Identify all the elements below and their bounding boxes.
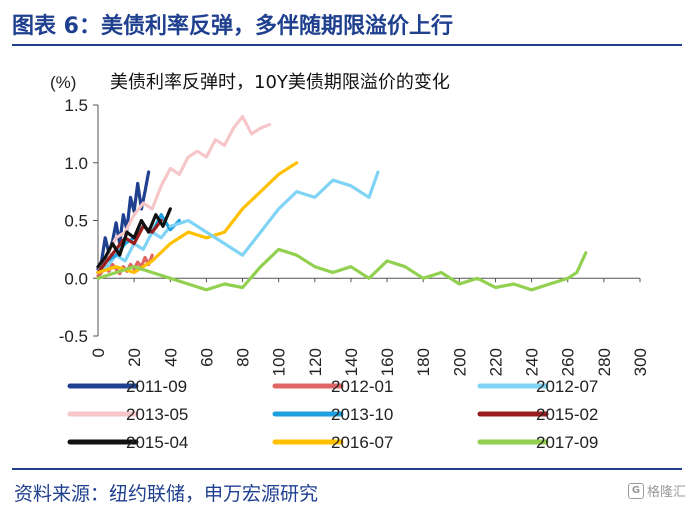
legend-label: 2017-09	[536, 433, 598, 452]
x-tick-label: 40	[161, 348, 180, 367]
legend-label: 2012-07	[536, 377, 598, 396]
x-tick-label: 160	[378, 348, 397, 376]
x-tick-label: 0	[89, 348, 108, 357]
source-note: 资料来源：纽约联储，申万宏源研究	[14, 483, 319, 505]
x-tick-label: 220	[486, 348, 505, 376]
watermark-text: 格隆汇	[646, 485, 686, 500]
y-tick-label: 0.5	[64, 212, 88, 231]
x-tick-label: 120	[306, 348, 325, 376]
series-line-2012-07-long	[168, 170, 380, 257]
x-tick-label: 140	[342, 348, 361, 376]
legend: 2011-09 2012-01 2012-07 2013-05 2013-10 2015-…	[67, 377, 598, 452]
g-logo-icon: G	[627, 482, 644, 499]
y-tick-label: 1.5	[64, 96, 88, 115]
x-tick-label: 60	[197, 348, 216, 367]
page-title: 图表 6：美债利率反弹，多伴随期限溢价上行	[12, 14, 453, 39]
footer-divider	[12, 468, 682, 470]
chart-title: 美债利率反弹时，10Y美债期限溢价的变化	[110, 72, 450, 93]
x-tick-label: 240	[523, 348, 542, 376]
x-tick-label: 300	[631, 348, 650, 376]
header-divider	[12, 44, 682, 46]
series-line-2011-09	[96, 170, 151, 271]
x-tick-label: 200	[450, 348, 469, 376]
legend-label: 2013-10	[331, 405, 393, 424]
x-tick-label: 80	[234, 348, 253, 367]
y-unit-label: (%)	[50, 73, 76, 92]
legend-label: 2015-04	[126, 433, 188, 452]
header: 图表 6：美债利率反弹，多伴随期限溢价上行	[0, 0, 694, 48]
x-tick-label: 180	[414, 348, 433, 376]
legend-label: 2013-05	[126, 405, 188, 424]
y-tick-label: 0.0	[64, 269, 88, 288]
x-tick-label: 260	[559, 348, 578, 376]
y-tick-label: 1.0	[64, 154, 88, 173]
x-tick-label: 280	[595, 348, 614, 376]
chart: 美债利率反弹时，10Y美债期限溢价的变化 (%) 1.5 1.0 0.5 0.0 -0.…	[50, 72, 650, 452]
axes: 1.5 1.0 0.5 0.0 -0.50 20 40 60 80 100 120 140 160 180…	[59, 96, 650, 376]
series-layer	[96, 114, 588, 292]
y-tick-label: -0.5	[59, 327, 88, 346]
series-line-2015-04	[96, 207, 172, 269]
legend-label: 2016-07	[331, 433, 393, 452]
series-line-2016-07	[96, 161, 299, 275]
watermark: G 格隆汇	[627, 481, 686, 500]
x-tick-label: 100	[270, 348, 289, 376]
x-tick-label: 20	[125, 348, 144, 367]
legend-label: 2015-02	[536, 405, 598, 424]
series-line-2013-05	[96, 114, 272, 275]
legend-label: 2012-01	[331, 377, 393, 396]
series-line-2017-09	[96, 247, 588, 292]
legend-label: 2011-09	[126, 377, 187, 396]
